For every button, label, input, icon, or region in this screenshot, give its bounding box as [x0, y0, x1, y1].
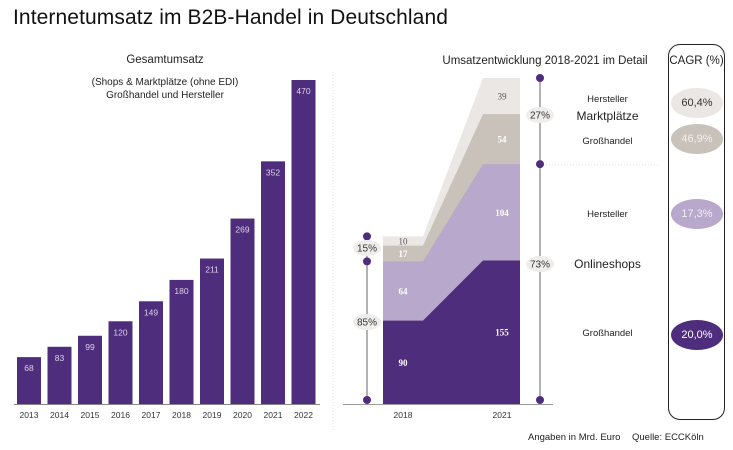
cagr-mp-grosshandel: 46,9% [671, 124, 723, 154]
bracket-2021-share-bubble [526, 107, 554, 123]
bar-chart-subtitle-1: (Shops & Marktplätze (ohne EDI) [91, 77, 239, 88]
bracket-2021-share-label: 73% [530, 260, 550, 271]
bar-chart-title: Gesamtumsatz [126, 54, 204, 66]
area-x-tick-2021: 2021 [493, 410, 512, 420]
x-tick-label: 2019 [203, 410, 222, 420]
bracket-2018-share-label: 85% [357, 318, 377, 329]
x-tick-label: 2018 [172, 410, 191, 420]
bar-2018 [169, 279, 194, 404]
bracket-2021-dot [536, 160, 544, 169]
x-tick-label: 2013 [20, 410, 39, 420]
cagr-os-hersteller: 17,3% [671, 199, 723, 229]
bracket-2018-share-label: 15% [357, 244, 377, 255]
bracket-2018-share-bubble [353, 240, 381, 256]
source-note: Quelle: ECCKöln [632, 432, 704, 443]
bracket-2018-dot [363, 232, 371, 241]
label-marktplaetze: Marktplätze [576, 109, 639, 123]
cagr-mp-hersteller: 60,4% [671, 88, 723, 118]
bar-chart-subtitle-2: Großhandel und Hersteller [106, 90, 224, 101]
x-tick-label: 2022 [294, 410, 313, 420]
bar-2020 [230, 218, 255, 404]
page-title: Internetumsatz im B2B-Handel in Deutschl… [13, 6, 449, 29]
x-tick-label: 2020 [233, 410, 252, 420]
area-value-2021: 39 [498, 92, 508, 102]
x-tick-label: 2016 [111, 410, 130, 420]
bracket-2021-dot [536, 396, 544, 404]
bar-value-label: 470 [296, 86, 310, 96]
bar-2013 [17, 357, 41, 404]
bar-2015 [78, 335, 102, 404]
bracket-2021-share-bubble [526, 256, 554, 272]
bar-value-label: 352 [266, 167, 280, 177]
area-value-2021: 155 [495, 328, 509, 338]
bar-value-label: 120 [113, 327, 127, 337]
area-value-2018: 10 [399, 237, 409, 247]
label-os-grosshandel: Großhandel [582, 328, 633, 339]
x-tick-label: 2014 [50, 410, 69, 420]
bracket-2018-dot [363, 396, 371, 404]
bar-value-label: 149 [144, 307, 158, 317]
cagr-panel [668, 44, 725, 420]
bar-value-label: 83 [55, 353, 65, 363]
x-tick-label: 2021 [264, 410, 283, 420]
bar-2022 [291, 80, 316, 404]
bar-2021 [261, 161, 285, 404]
bar-2014 [47, 346, 72, 404]
area-layer-0 [383, 260, 520, 404]
bar-value-label: 99 [85, 342, 95, 352]
bar-value-label: 68 [24, 363, 34, 373]
area-chart-title: Umsatzentwicklung 2018-2021 im Detail [442, 55, 648, 67]
area-value-2021: 104 [495, 208, 509, 218]
area-x-tick-2018: 2018 [394, 410, 413, 420]
area-value-2021: 54 [498, 135, 508, 145]
bar-2019 [200, 258, 224, 404]
area-value-2018: 90 [399, 358, 409, 368]
x-tick-label: 2015 [81, 410, 100, 420]
label-mp-grosshandel: Großhandel [582, 136, 633, 147]
label-onlineshops: Onlineshops [574, 257, 641, 271]
cagr-os-grosshandel: 20,0% [671, 320, 723, 350]
bar-value-label: 180 [174, 286, 188, 296]
bar-2017 [139, 301, 163, 404]
bracket-2021-share-label: 27% [530, 111, 550, 122]
bar-2016 [108, 321, 133, 404]
bracket-2021-dot [536, 74, 544, 82]
area-value-2018: 64 [399, 287, 409, 297]
label-mp-hersteller: Hersteller [587, 94, 628, 105]
bracket-2018-share-bubble [353, 314, 381, 330]
bar-value-label: 211 [205, 265, 219, 275]
cagr-title: CAGR (%) [669, 55, 724, 67]
bar-value-label: 269 [235, 225, 249, 235]
unit-note: Angaben in Mrd. Euro [528, 432, 621, 443]
bracket-2018-dot [363, 257, 371, 266]
x-tick-label: 2017 [142, 410, 161, 420]
area-value-2018: 17 [399, 249, 409, 259]
label-os-hersteller: Hersteller [587, 209, 628, 220]
